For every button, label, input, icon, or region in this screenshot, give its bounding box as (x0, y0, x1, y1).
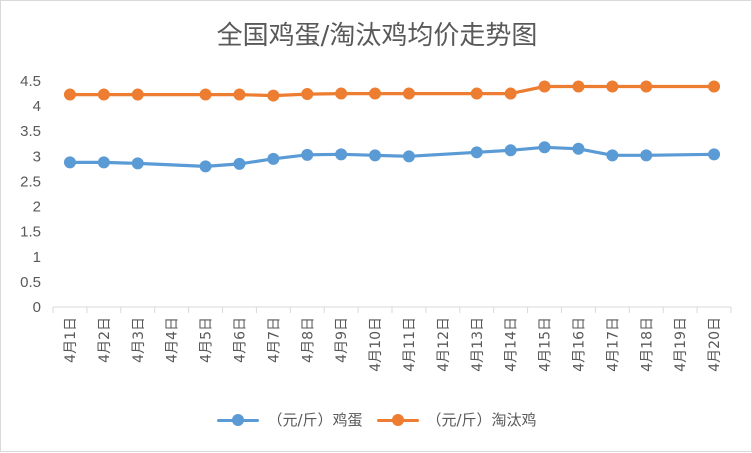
series-0-point (301, 148, 314, 161)
series-0-point (708, 148, 721, 161)
series-1-point (538, 80, 551, 93)
series-1-point (233, 88, 246, 101)
y-tick-label: 3 (33, 148, 41, 165)
x-axis: 4月1日 4月2日 4月3日 4月4日 4月5日 4月6日 4月7日 4月8日 4月9日 4月10… (52, 306, 732, 372)
y-tick-label: 0 (33, 299, 41, 316)
legend-item-egg: （元/斤）鸡蛋 (217, 409, 363, 430)
series-0-point (538, 141, 551, 154)
series-1-point (131, 88, 144, 101)
legend-swatch-egg (217, 412, 260, 428)
series-1-point (267, 89, 280, 102)
y-tick-label: 1.5 (20, 224, 41, 241)
series-1-point (640, 80, 653, 93)
x-tick-label: 4月18日 (639, 317, 655, 372)
series-1-point (572, 80, 585, 93)
x-tick-label: 4月15日 (538, 317, 554, 372)
series-0-point (504, 144, 517, 157)
series-0-point (402, 150, 415, 163)
x-tick-label: 4月5日 (199, 317, 215, 363)
legend-label-egg: （元/斤）鸡蛋 (267, 411, 363, 429)
series-points (63, 80, 721, 173)
legend: （元/斤）鸡蛋 （元/斤）淘汰鸡 (1, 409, 752, 430)
series-1-point (708, 80, 721, 93)
series-0-point (335, 148, 348, 161)
x-tick-label: 4月2日 (97, 317, 113, 363)
y-tick-label: 3.5 (20, 123, 41, 140)
legend-swatch-spent-hen (376, 412, 419, 428)
series-0-point (131, 157, 144, 170)
series-1-point (369, 87, 382, 100)
series-1-point (97, 88, 110, 101)
series-0-point (572, 142, 585, 155)
y-tick-label: 1 (33, 249, 41, 266)
series-1-point (335, 87, 348, 100)
series-0-point (233, 157, 246, 170)
series-0-point (606, 149, 619, 162)
legend-item-spent-hen: （元/斤）淘汰鸡 (376, 409, 537, 430)
series-0-point (369, 149, 382, 162)
series-0-point (640, 149, 653, 162)
series-1-point (470, 87, 483, 100)
series-0-point (97, 156, 110, 169)
x-tick-label: 4月3日 (131, 317, 147, 363)
series-1-point (199, 88, 212, 101)
x-tick-label: 4月6日 (232, 317, 248, 363)
x-tick-label: 4月20日 (707, 317, 723, 372)
x-tick-label: 4月7日 (266, 317, 282, 363)
x-tick-label: 4月1日 (63, 317, 79, 363)
x-tick-label: 4月13日 (470, 317, 486, 372)
series-0-point (267, 152, 280, 165)
x-tick-label: 4月4日 (165, 317, 181, 363)
x-tick-label: 4月11日 (402, 317, 418, 372)
y-tick-label: 0.5 (20, 274, 41, 291)
legend-label-spent-hen: （元/斤）淘汰鸡 (426, 411, 537, 429)
x-tick-label: 4月17日 (605, 317, 621, 372)
series-1-point (301, 88, 314, 101)
series-1-point (402, 87, 415, 100)
series-0-point (199, 160, 212, 173)
x-tick-label: 4月19日 (673, 317, 689, 372)
series-1-point (606, 80, 619, 93)
x-tick-label: 4月10日 (368, 317, 384, 372)
y-tick-label: 4.5 (20, 73, 41, 90)
x-tick-label: 4月9日 (334, 317, 350, 363)
chart-title: 全国鸡蛋/淘汰鸡均价走势图 (216, 21, 538, 51)
y-axis-ticks: 0 0.5 1 1.5 2 2.5 3 3.5 4 4.5 (20, 73, 41, 316)
x-tick-label: 4月8日 (300, 317, 316, 363)
series-1-point (63, 88, 76, 101)
y-tick-label: 2.5 (20, 173, 41, 190)
series-0-point (470, 146, 483, 159)
series-0-point (63, 156, 76, 169)
x-tick-label: 4月14日 (504, 317, 520, 372)
x-tick-label: 4月16日 (571, 317, 587, 372)
series-1-point (504, 87, 517, 100)
x-tick-label: 4月12日 (436, 317, 452, 372)
y-tick-label: 2 (33, 199, 41, 216)
y-tick-label: 4 (33, 98, 41, 115)
